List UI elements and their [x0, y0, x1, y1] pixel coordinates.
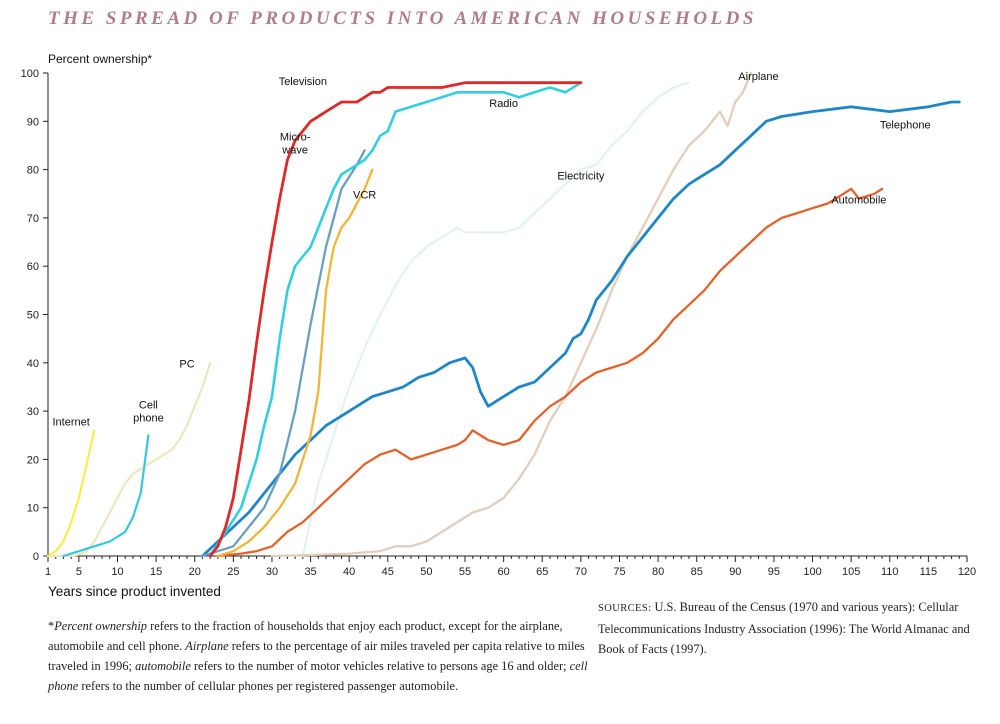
x-tick-label: 55 — [459, 566, 471, 578]
series-line-cell-phone — [62, 434, 150, 558]
footnote-text-1: refers to the fraction of households tha… — [48, 619, 563, 653]
series-line-radio — [208, 81, 583, 558]
sources: SOURCES: U.S. Bureau of the Census (1970… — [598, 597, 988, 659]
x-tick-label: 45 — [382, 566, 394, 578]
y-tick-label: 40 — [27, 358, 39, 370]
footnote-term-cell-phone: cell phone — [48, 659, 588, 693]
footnote-term-percent-ownership: Percent ownership — [54, 619, 147, 633]
y-tick-label: 30 — [27, 406, 39, 418]
sources-text: U.S. Bureau of the Census (1970 and vari… — [598, 600, 970, 656]
x-tick-label: 20 — [189, 566, 201, 578]
x-tick-label: 30 — [266, 566, 278, 578]
y-axis-label: Percent ownership* — [48, 52, 152, 66]
series-label-automobile: Automobile — [831, 194, 886, 206]
series-line-microwave — [201, 149, 366, 558]
chart-title: THE SPREAD OF PRODUCTS INTO AMERICAN HOU… — [48, 8, 757, 29]
x-tick-label: 120 — [958, 566, 976, 578]
footnote: *Percent ownership refers to the fractio… — [48, 616, 588, 696]
footnote-text-4: refers to the number of cellular phones … — [78, 679, 459, 693]
x-tick-label: 105 — [842, 566, 860, 578]
y-tick-label: 60 — [27, 261, 39, 273]
x-tick-label: 85 — [691, 566, 703, 578]
x-tick-label: 25 — [227, 566, 239, 578]
series-line-telephone — [201, 100, 961, 558]
x-tick-label: 115 — [920, 566, 938, 578]
x-tick-label: 35 — [304, 566, 316, 578]
y-tick-label: 100 — [21, 68, 39, 80]
x-tick-label: 1 — [45, 566, 51, 578]
x-axis-label: Years since product invented — [48, 584, 221, 599]
footnote-term-airplane: Airplane — [185, 639, 229, 653]
y-tick-label: 20 — [27, 454, 39, 466]
footnote-term-automobile: automobile — [135, 659, 191, 673]
series-line-automobile — [216, 187, 884, 558]
series-label-radio: Radio — [489, 98, 518, 110]
series-line-pc — [47, 361, 212, 557]
series-label-pc: PC — [179, 359, 194, 371]
series-line-airplane — [270, 71, 752, 558]
series-line-internet — [47, 429, 96, 557]
x-tick-label: 65 — [536, 566, 548, 578]
y-tick-label: 70 — [27, 213, 39, 225]
x-tick-label: 5 — [76, 566, 82, 578]
x-tick-label: 75 — [613, 566, 625, 578]
y-tick-label: 0 — [33, 551, 39, 563]
x-tick-label: 95 — [768, 566, 780, 578]
y-tick-label: 90 — [27, 116, 39, 128]
series-label-electricity: Electricity — [557, 170, 605, 182]
series-label-airplane: Airplane — [738, 71, 778, 83]
series-label-telephone: Telephone — [880, 120, 931, 132]
series-label-microwave: Micro-wave — [280, 132, 311, 157]
x-tick-label: 60 — [498, 566, 510, 578]
footnote-asterisk: * — [48, 619, 55, 633]
x-tick-label: 15 — [150, 566, 162, 578]
x-tick-label: 70 — [575, 566, 587, 578]
x-tick-label: 80 — [652, 566, 664, 578]
series-labels: Electricity Airplane Automobile Telephone PC… — [53, 71, 931, 428]
series-label-cell-phone: Cell phone — [133, 400, 164, 425]
y-tick-label: 80 — [27, 165, 39, 177]
series-line-television — [208, 81, 583, 558]
x-tick-label: 90 — [729, 566, 741, 578]
footnote-text-3: refers to the number of motor vehicles r… — [190, 659, 570, 673]
line-chart: Percent ownership* 0 10 20 30 40 50 60 70 80 90 10… — [21, 52, 977, 599]
series-label-television: Television — [279, 76, 327, 88]
series-lines — [47, 71, 961, 558]
x-tick-label: 110 — [881, 566, 899, 578]
x-tick-label: 10 — [111, 566, 123, 578]
y-tick-label: 10 — [27, 503, 39, 515]
x-tick-label: 50 — [420, 566, 432, 578]
x-tick-label: 40 — [343, 566, 355, 578]
y-tick-label: 50 — [27, 310, 39, 322]
x-tick-label: 100 — [803, 566, 821, 578]
sources-label: SOURCES: — [598, 603, 652, 614]
series-label-internet: Internet — [53, 417, 90, 429]
series-line-vcr — [216, 168, 374, 558]
footnote-text-2: refers to the percentage of air miles tr… — [48, 639, 585, 673]
series-label-vcr: VCR — [353, 190, 376, 202]
series-line-electricity — [301, 81, 690, 557]
